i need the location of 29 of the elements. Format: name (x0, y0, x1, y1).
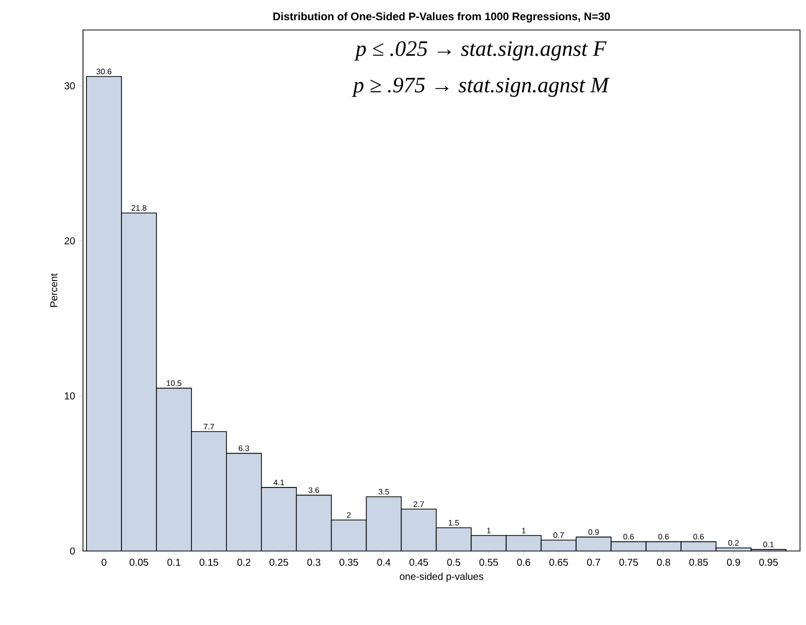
annotation: p ≥ .975 → stat.sign.agnst M (352, 78, 610, 97)
x-tick-label: 0.4 (377, 558, 390, 566)
chart-title: Distribution of One-Sided P-Values from 1000 Regressions, N=30 (273, 12, 610, 22)
x-tick-label: 0.55 (479, 558, 498, 566)
x-tick-label: 0.85 (689, 558, 708, 566)
y-tick-label: 20 (64, 237, 75, 244)
x-tick-label: 0.5 (447, 558, 460, 566)
x-tick-label: 0.6 (517, 558, 530, 566)
y-axis-title: Percent (50, 273, 58, 307)
x-tick-label: 0.1 (167, 558, 180, 566)
x-tick-label: 0.9 (727, 558, 740, 566)
x-tick-label: 0.35 (340, 558, 358, 566)
x-tick-label: 0.8 (657, 558, 670, 566)
x-tick-label: 0.95 (759, 558, 778, 566)
y-tick-label: 0 (70, 547, 75, 555)
x-tick-label: 0.65 (549, 558, 568, 566)
x-tick-label: 0.15 (200, 558, 218, 566)
annotation: p ≤ .025 → stat.sign.agnst F (354, 41, 606, 60)
x-tick-label: 0.7 (587, 558, 600, 566)
x-tick-label: 0.25 (270, 558, 288, 566)
y-tick-label: 30 (64, 82, 75, 90)
x-tick-label: 0 (102, 558, 106, 566)
x-tick-label: 0.3 (307, 558, 320, 566)
y-tick-label: 10 (64, 392, 75, 400)
x-tick-label: 0.45 (409, 558, 428, 566)
x-tick-label: 0.05 (130, 558, 148, 566)
x-tick-label: 0.75 (619, 558, 638, 566)
x-axis-title: one-sided p-values (400, 572, 484, 582)
x-tick-label: 0.2 (237, 558, 250, 566)
